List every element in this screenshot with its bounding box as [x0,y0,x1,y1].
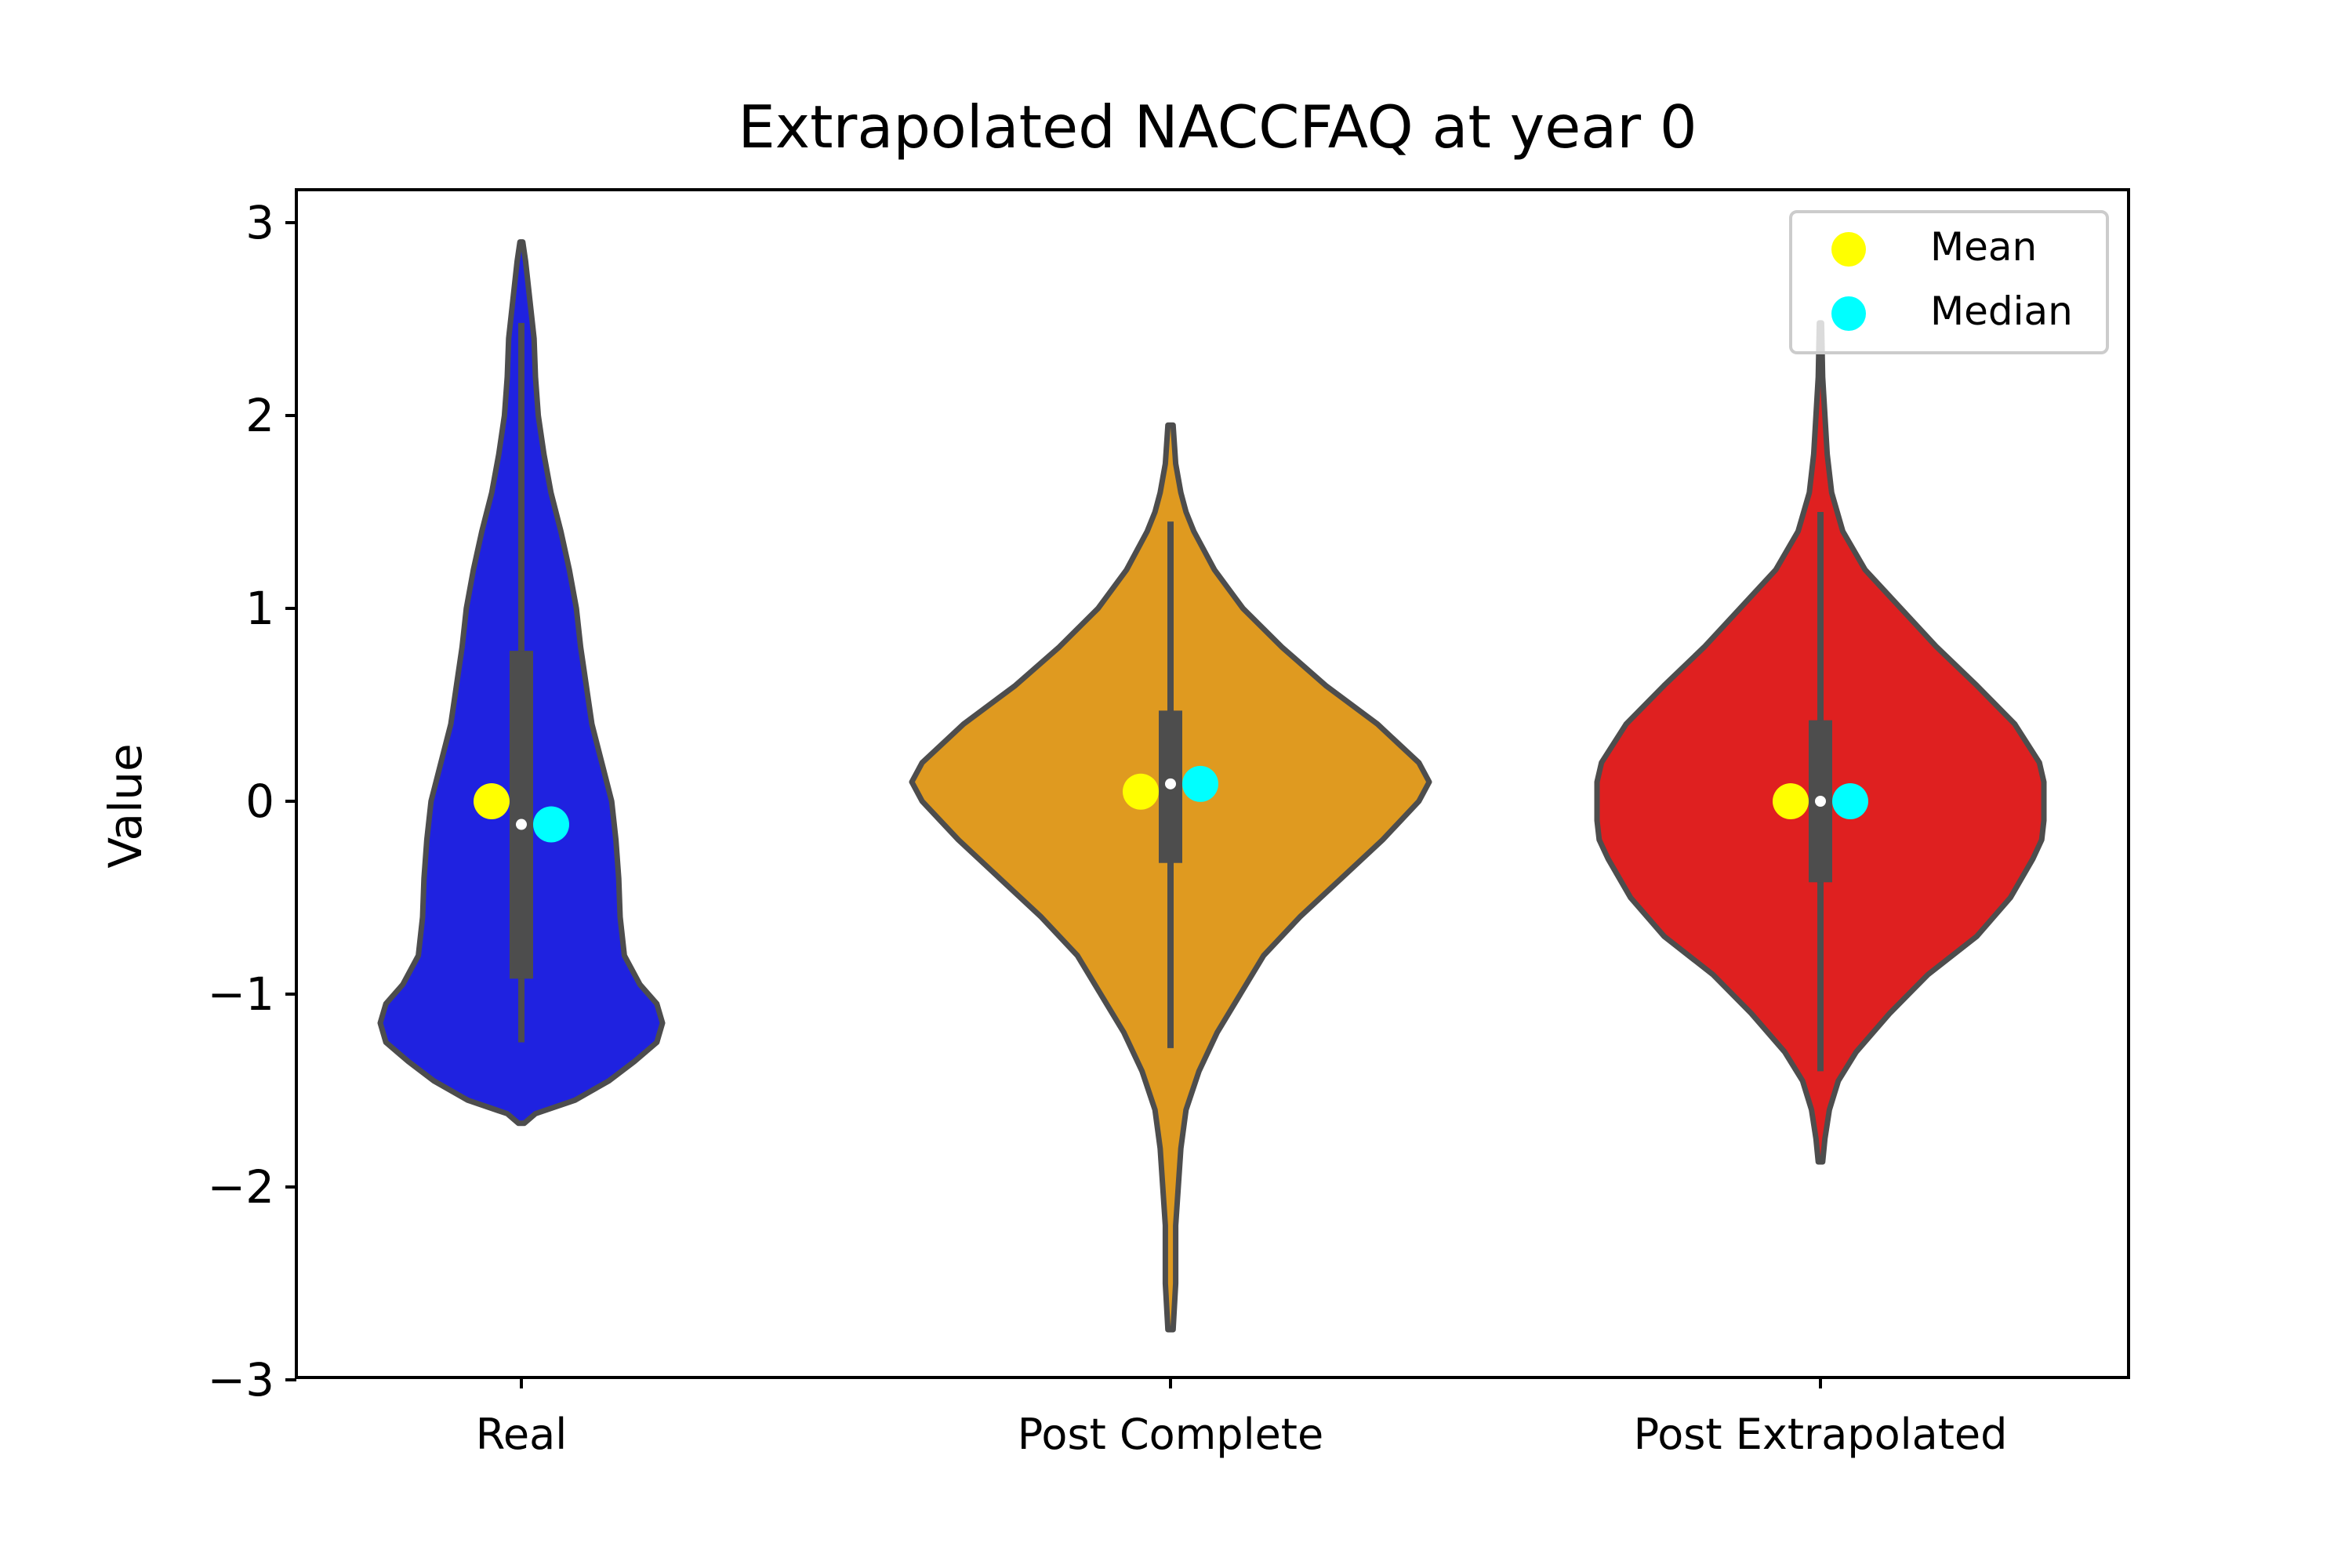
mean-marker [474,783,510,819]
y-tick-label: 3 [245,196,274,249]
y-tick-label: 1 [245,582,274,635]
median-marker [1832,783,1868,819]
violin-median-point [1815,796,1826,807]
legend: Mean Median [1789,210,2109,354]
plot-frame [295,188,2130,1379]
legend-median-label: Median [1930,289,2073,334]
y-tick-label: 0 [245,775,274,828]
x-tick-label: Post Complete [1018,1410,1323,1459]
legend-median-marker [1831,296,1866,331]
median-marker [533,806,569,843]
y-tick-label: 2 [245,389,274,442]
x-axis: Real Post Complete Post Extrapolated [476,1377,2008,1459]
y-axis-label: Value [99,743,152,868]
median-marker [1182,765,1218,802]
violin-group [377,239,2047,1333]
mean-marker [1773,783,1809,819]
chart-title: Extrapolated NACCFAQ at year 0 [738,93,1697,162]
y-tick-label: −3 [208,1353,275,1406]
y-tick-label: −2 [208,1160,275,1214]
legend-mean-marker [1831,232,1866,267]
violin-iqr-box [510,651,533,979]
legend-mean-label: Mean [1930,224,2037,270]
mean-marker [1123,773,1159,810]
legend-box [1789,210,2109,354]
x-tick-label: Post Extrapolated [1634,1410,2008,1459]
violin-median-point [1165,778,1176,789]
x-tick-label: Real [476,1410,567,1459]
y-tick-label: −1 [208,967,275,1021]
y-axis: 3 2 1 0 −1 −2 −3 [208,196,296,1406]
violin-median-point [516,818,527,830]
